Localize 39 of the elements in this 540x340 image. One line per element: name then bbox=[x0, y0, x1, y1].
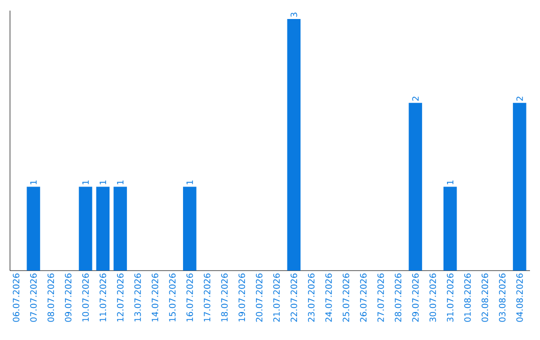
x-tick-label: 09.07.2026 bbox=[64, 273, 72, 322]
x-tick-label: 25.07.2026 bbox=[342, 273, 350, 322]
x-tick-label: 24.07.2026 bbox=[325, 273, 332, 322]
data-label: 2 bbox=[412, 96, 419, 101]
data-label: 1 bbox=[446, 180, 454, 184]
x-tick-label: 21.07.2026 bbox=[273, 273, 280, 322]
x-tick-label: 12.07.2026 bbox=[117, 273, 124, 322]
x-tick-label: 02.08.2026 bbox=[482, 273, 488, 322]
x-tick-label: 27.07.2026 bbox=[377, 273, 384, 322]
data-label: 1 bbox=[186, 180, 193, 184]
x-tick-label: 31.07.2026 bbox=[446, 273, 454, 322]
x-tick-label: 28.07.2026 bbox=[394, 273, 402, 322]
x-tick-label: 04.08.2026 bbox=[516, 273, 523, 322]
x-tick-label: 07.07.2026 bbox=[30, 273, 37, 322]
data-label: 1 bbox=[82, 180, 89, 184]
x-tick-label: 11.07.2026 bbox=[100, 273, 106, 322]
x-tick-label: 23.07.2026 bbox=[308, 273, 315, 322]
x-tick-label: 20.07.2026 bbox=[256, 273, 262, 322]
data-label: 1 bbox=[30, 180, 37, 184]
x-tick-label: 01.08.2026 bbox=[464, 273, 471, 322]
x-tick-label: 17.07.2026 bbox=[204, 273, 210, 322]
x-tick-label: 29.07.2026 bbox=[412, 273, 419, 322]
x-tick-label: 18.07.2026 bbox=[221, 273, 228, 322]
x-tick-label: 22.07.2026 bbox=[290, 273, 298, 322]
x-tick-label: 15.07.2026 bbox=[169, 273, 176, 322]
data-label: 2 bbox=[516, 96, 523, 101]
data-label: 1 bbox=[117, 180, 124, 184]
x-tick-label: 06.07.2026 bbox=[12, 273, 20, 322]
x-tick-label: 19.07.2026 bbox=[238, 273, 246, 322]
x-tick-label: 30.07.2026 bbox=[430, 273, 436, 322]
x-tick-label: 03.08.2026 bbox=[498, 273, 506, 322]
x-tick-label: 16.07.2026 bbox=[186, 273, 193, 322]
x-tick-label: 08.07.2026 bbox=[48, 273, 54, 322]
data-label: 1 bbox=[100, 180, 106, 184]
data-label: 3 bbox=[290, 12, 298, 17]
x-tick-label: 14.07.2026 bbox=[152, 273, 158, 322]
x-tick-label: 10.07.2026 bbox=[82, 273, 89, 322]
x-tick-label: 13.07.2026 bbox=[134, 273, 141, 322]
x-tick-label: 26.07.2026 bbox=[360, 273, 367, 322]
